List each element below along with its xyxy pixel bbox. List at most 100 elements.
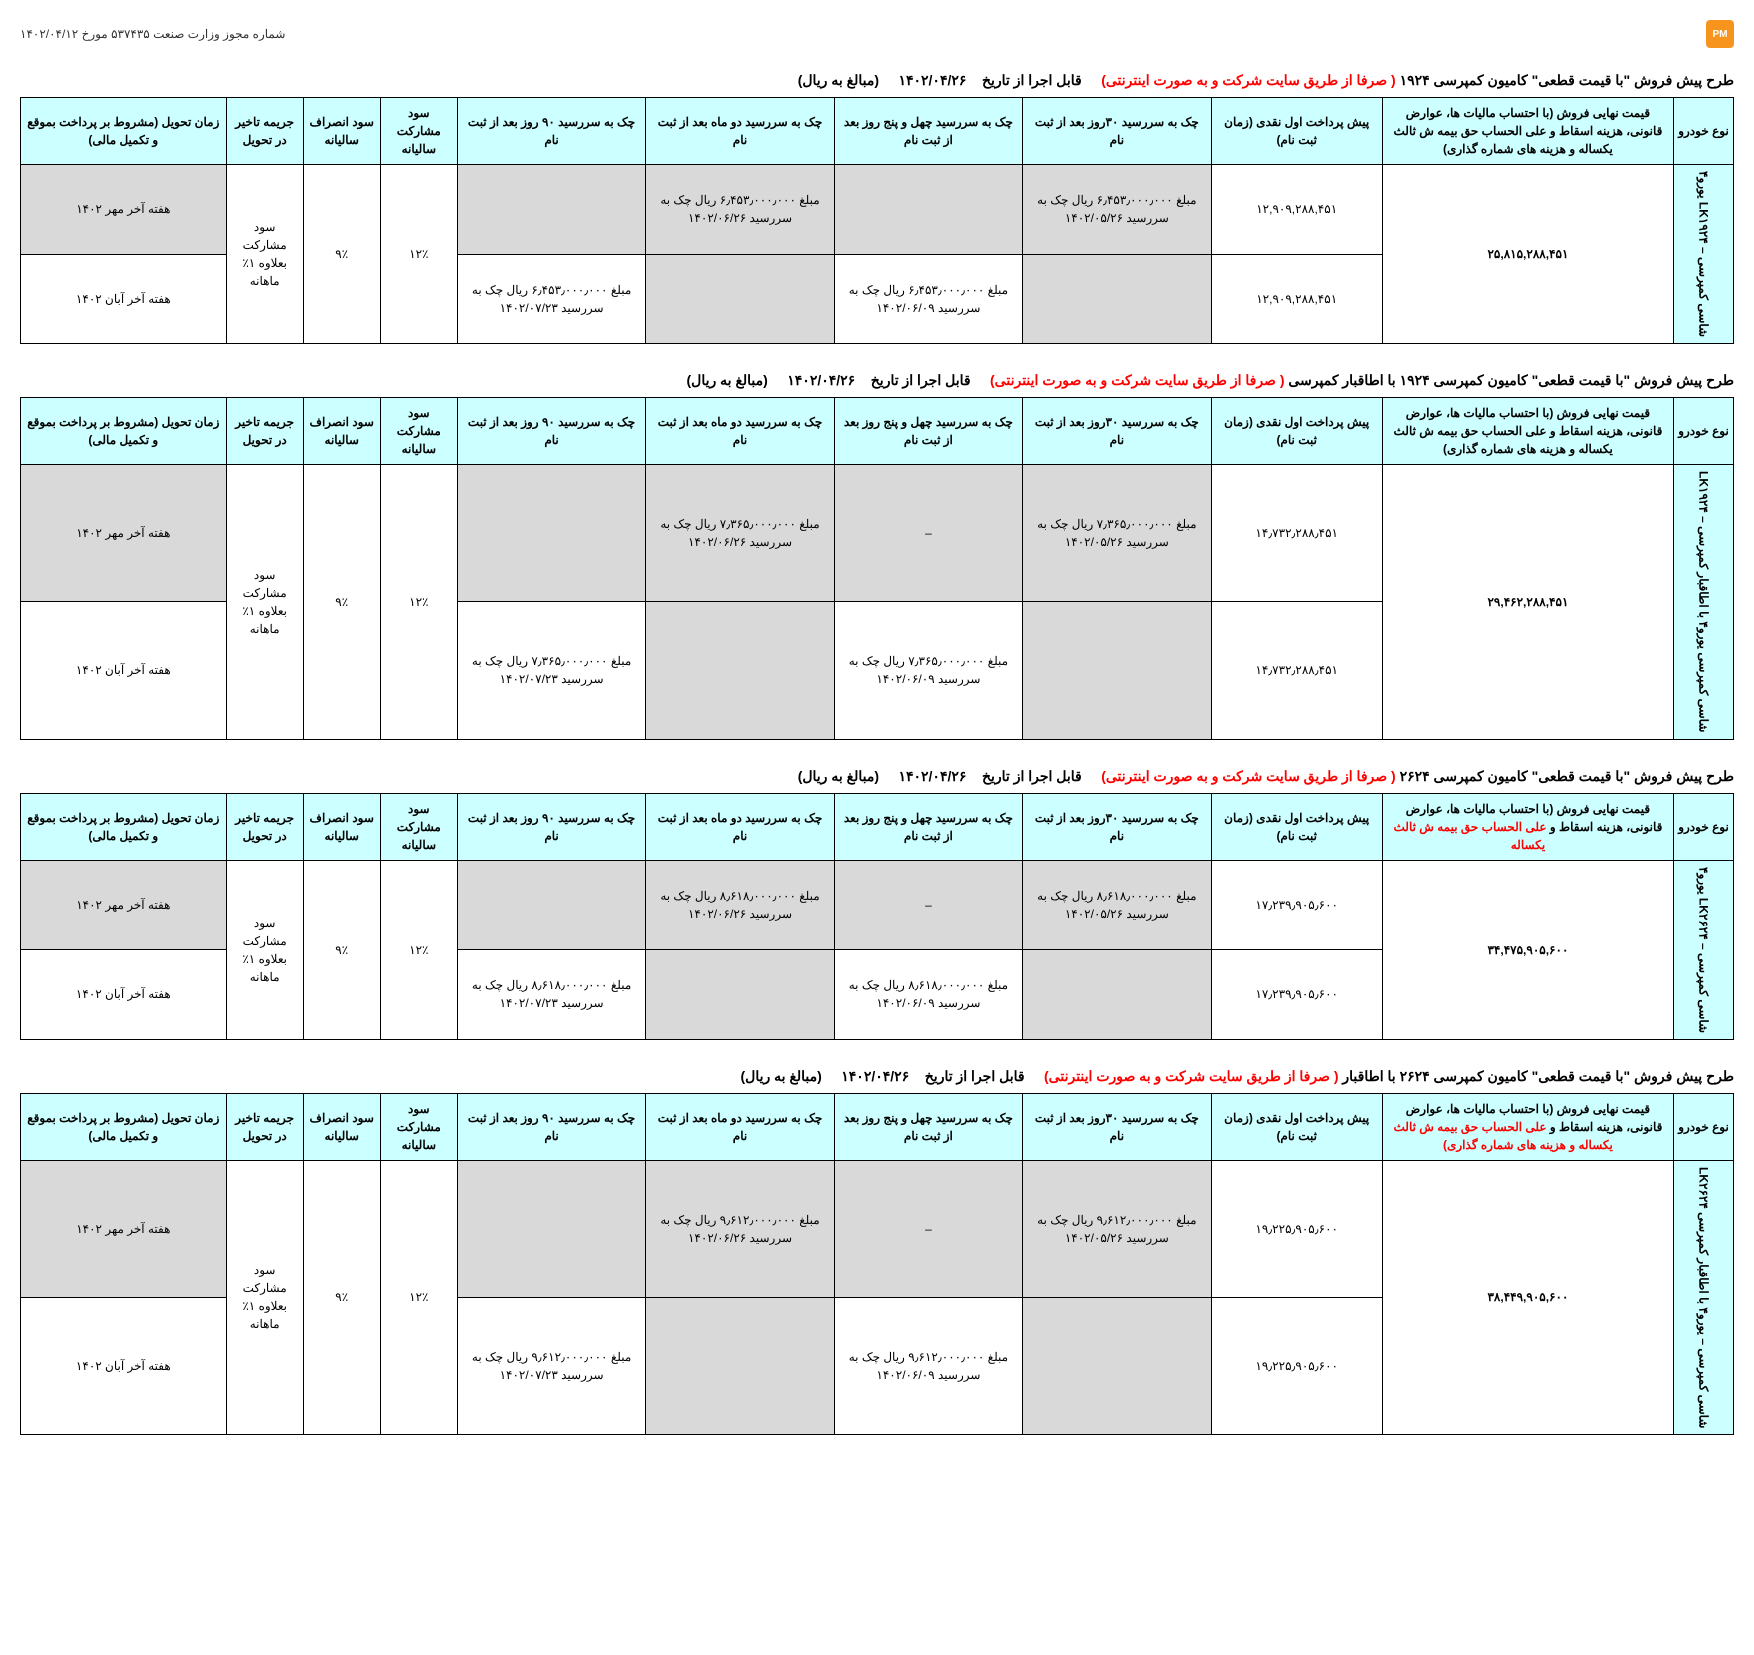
plan3-title-row: طرح پیش فروش "با قیمت قطعی" کامیون کمپرس… [20, 758, 1734, 789]
col-delivery: زمان تحویل (مشروط بر پرداخت بموقع و تکمی… [21, 793, 227, 860]
col-vehicle: نوع خودرو [1674, 398, 1734, 465]
chk60: مبلغ ۸٫۶۱۸٫۰۰۰٫۰۰۰ ریال چک به سررسید ۱۴۰… [646, 860, 834, 950]
penalty: سود مشارکت بعلاوه ۱٪ ماهانه [226, 1160, 303, 1434]
pct9: ۹٪ [303, 165, 380, 344]
plan3-currency: (مبالغ به ریال) [798, 768, 879, 784]
col-delivery: زمان تحویل (مشروط بر پرداخت بموقع و تکمی… [21, 98, 227, 165]
table-row: شاسی کمپرسی – یورو۴ با اطاقبار کمپرسی LK… [21, 1160, 1734, 1297]
plan2-exec-date: ۱۴۰۲/۰۴/۲۶ [787, 372, 855, 388]
col-cancel: سود انصراف سالیانه [303, 398, 380, 465]
chk30-empty [1023, 254, 1211, 344]
first-pay: ۱۷٫۲۳۹٫۹۰۵٫۶۰۰ [1211, 860, 1382, 950]
plan1-title-row: طرح پیش فروش "با قیمت قطعی" کامیون کمپرس… [20, 62, 1734, 93]
final-price: ۲۵,۸۱۵,۲۸۸,۴۵۱ [1382, 165, 1673, 344]
chk45-dash: – [834, 860, 1022, 950]
pct12: ۱۲٪ [380, 860, 457, 1039]
chk60: مبلغ ۶٫۴۵۳٫۰۰۰٫۰۰۰ ریال چک به سررسید ۱۴۰… [646, 165, 834, 255]
plan1-title: طرح پیش فروش "با قیمت قطعی" کامیون کمپرس… [1400, 72, 1734, 88]
delivery-mehr: هفته آخر مهر ۱۴۰۲ [21, 860, 227, 950]
col-chk45: چک به سررسید چهل و پنج روز بعد از ثبت نا… [834, 98, 1022, 165]
plan2-currency: (مبالغ به ریال) [687, 372, 768, 388]
col-part: سود مشارکت سالیانه [380, 1093, 457, 1160]
plan3-title: طرح پیش فروش "با قیمت قطعی" کامیون کمپرس… [1400, 768, 1734, 784]
col-part: سود مشارکت سالیانه [380, 398, 457, 465]
col-chk90: چک به سررسید ۹۰ روز بعد از ثبت نام [457, 98, 645, 165]
col-firstpay: پیش پرداخت اول نقدی (زمان ثبت نام) [1211, 398, 1382, 465]
plan2-via: ( صرفا از طریق سایت شرکت و به صورت اینتر… [990, 372, 1284, 388]
col-price: قیمت نهایی فروش (با احتساب مالیات ها، عو… [1382, 98, 1673, 165]
chk90: مبلغ ۶٫۴۵۳٫۰۰۰٫۰۰۰ ریال چک به سررسید ۱۴۰… [457, 254, 645, 344]
col-penalty: جریمه تاخیر در تحویل [226, 1093, 303, 1160]
vehicle-name: شاسی کمپرسی – LK۲۶۲۴ یورو۴ [1674, 860, 1734, 1039]
table-row: شاسی کمپرسی یورو۴ با اطاقبار کمپرسی – LK… [21, 465, 1734, 602]
table-row: شاسی کمپرسی – LK۲۶۲۴ یورو۴ ۳۴,۴۷۵,۹۰۵,۶۰… [21, 860, 1734, 950]
penalty: سود مشارکت بعلاوه ۱٪ ماهانه [226, 465, 303, 739]
chk90-empty [457, 165, 645, 255]
first-pay: ۱۹٫۲۲۵٫۹۰۵٫۶۰۰ [1211, 1160, 1382, 1297]
plan1-exec-date: ۱۴۰۲/۰۴/۲۶ [898, 72, 966, 88]
plan4-exec-date: ۱۴۰۲/۰۴/۲۶ [841, 1068, 909, 1084]
col-chk60: چک به سررسید دو ماه بعد از ثبت نام [646, 98, 834, 165]
col-price: قیمت نهایی فروش (با احتساب مالیات ها، عو… [1382, 1093, 1673, 1160]
logo-icon: PM [1706, 20, 1734, 48]
table-2: نوع خودرو قیمت نهایی فروش (با احتساب مال… [20, 397, 1734, 739]
license-text: شماره مجوز وزارت صنعت ۵۳۷۴۳۵ مورخ ۱۴۰۲/۰… [20, 27, 285, 41]
plan2-title-row: طرح پیش فروش "با قیمت قطعی" کامیون کمپرس… [20, 362, 1734, 393]
plan3-exec-label: قابل اجرا از تاریخ [982, 768, 1082, 784]
col-firstpay: پیش پرداخت اول نقدی (زمان ثبت نام) [1211, 1093, 1382, 1160]
pct12: ۱۲٪ [380, 465, 457, 739]
delivery-aban: هفته آخر آبان ۱۴۰۲ [21, 1297, 227, 1434]
table-1: نوع خودرو قیمت نهایی فروش (با احتساب مال… [20, 97, 1734, 344]
col-penalty: جریمه تاخیر در تحویل [226, 793, 303, 860]
col-cancel: سود انصراف سالیانه [303, 1093, 380, 1160]
chk60-empty [646, 950, 834, 1040]
chk60-empty [646, 602, 834, 739]
col-firstpay: پیش پرداخت اول نقدی (زمان ثبت نام) [1211, 793, 1382, 860]
col-chk60: چک به سررسید دو ماه بعد از ثبت نام [646, 793, 834, 860]
col-chk60: چک به سررسید دو ماه بعد از ثبت نام [646, 398, 834, 465]
col-chk90: چک به سررسید ۹۰ روز بعد از ثبت نام [457, 1093, 645, 1160]
chk30: مبلغ ۷٫۳۶۵٫۰۰۰٫۰۰۰ ریال چک به سررسید ۱۴۰… [1023, 465, 1211, 602]
chk60-empty [646, 254, 834, 344]
chk60-empty [646, 1297, 834, 1434]
col-firstpay: پیش پرداخت اول نقدی (زمان ثبت نام) [1211, 98, 1382, 165]
col-delivery: زمان تحویل (مشروط بر پرداخت بموقع و تکمی… [21, 398, 227, 465]
price-label-2: علی الحساب حق بیمه ش ثالث یکساله [1394, 820, 1547, 852]
plan1-via: ( صرفا از طریق سایت شرکت و به صورت اینتر… [1101, 72, 1395, 88]
plan4-currency: (مبالغ به ریال) [741, 1068, 822, 1084]
plan1-currency: (مبالغ به ریال) [798, 72, 879, 88]
col-part: سود مشارکت سالیانه [380, 793, 457, 860]
first-pay-2: ۱۷٫۲۳۹٫۹۰۵٫۶۰۰ [1211, 950, 1382, 1040]
first-pay: ۱۲,۹۰۹,۲۸۸,۴۵۱ [1211, 165, 1382, 255]
vehicle-name: شاسی کمپرسی یورو۴ با اطاقبار کمپرسی – LK… [1674, 465, 1734, 739]
penalty: سود مشارکت بعلاوه ۱٪ ماهانه [226, 165, 303, 344]
chk45: مبلغ ۸٫۶۱۸٫۰۰۰٫۰۰۰ ریال چک به سررسید ۱۴۰… [834, 950, 1022, 1040]
chk60: مبلغ ۷٫۳۶۵٫۰۰۰٫۰۰۰ ریال چک به سررسید ۱۴۰… [646, 465, 834, 602]
col-vehicle: نوع خودرو [1674, 98, 1734, 165]
pct9: ۹٪ [303, 465, 380, 739]
chk90-empty [457, 465, 645, 602]
first-pay-2: ۱۲,۹۰۹,۲۸۸,۴۵۱ [1211, 254, 1382, 344]
chk90-empty [457, 860, 645, 950]
plan4-exec-label: قابل اجرا از تاریخ [925, 1068, 1025, 1084]
col-chk30: چک به سررسید ۳۰روز بعد از ثبت نام [1023, 793, 1211, 860]
plan2-exec-label: قابل اجرا از تاریخ [871, 372, 971, 388]
plan1-exec-label: قابل اجرا از تاریخ [982, 72, 1082, 88]
col-chk45: چک به سررسید چهل و پنج روز بعد از ثبت نا… [834, 398, 1022, 465]
col-vehicle: نوع خودرو [1674, 1093, 1734, 1160]
col-chk30: چک به سررسید ۳۰روز بعد از ثبت نام [1023, 398, 1211, 465]
delivery-mehr: هفته آخر مهر ۱۴۰۲ [21, 465, 227, 602]
col-chk90: چک به سررسید ۹۰ روز بعد از ثبت نام [457, 793, 645, 860]
col-penalty: جریمه تاخیر در تحویل [226, 398, 303, 465]
chk90: مبلغ ۷٫۳۶۵٫۰۰۰٫۰۰۰ ریال چک به سررسید ۱۴۰… [457, 602, 645, 739]
chk45-dash: – [834, 465, 1022, 602]
delivery-aban: هفته آخر آبان ۱۴۰۲ [21, 254, 227, 344]
chk45: مبلغ ۷٫۳۶۵٫۰۰۰٫۰۰۰ ریال چک به سررسید ۱۴۰… [834, 602, 1022, 739]
col-chk45: چک به سررسید چهل و پنج روز بعد از ثبت نا… [834, 1093, 1022, 1160]
delivery-aban: هفته آخر آبان ۱۴۰۲ [21, 950, 227, 1040]
chk30-empty [1023, 1297, 1211, 1434]
plan3-exec-date: ۱۴۰۲/۰۴/۲۶ [898, 768, 966, 784]
pct12: ۱۲٪ [380, 165, 457, 344]
chk45: مبلغ ۹٫۶۱۲٫۰۰۰٫۰۰۰ ریال چک به سررسید ۱۴۰… [834, 1297, 1022, 1434]
first-pay: ۱۴٫۷۳۲٫۲۸۸٫۴۵۱ [1211, 465, 1382, 602]
